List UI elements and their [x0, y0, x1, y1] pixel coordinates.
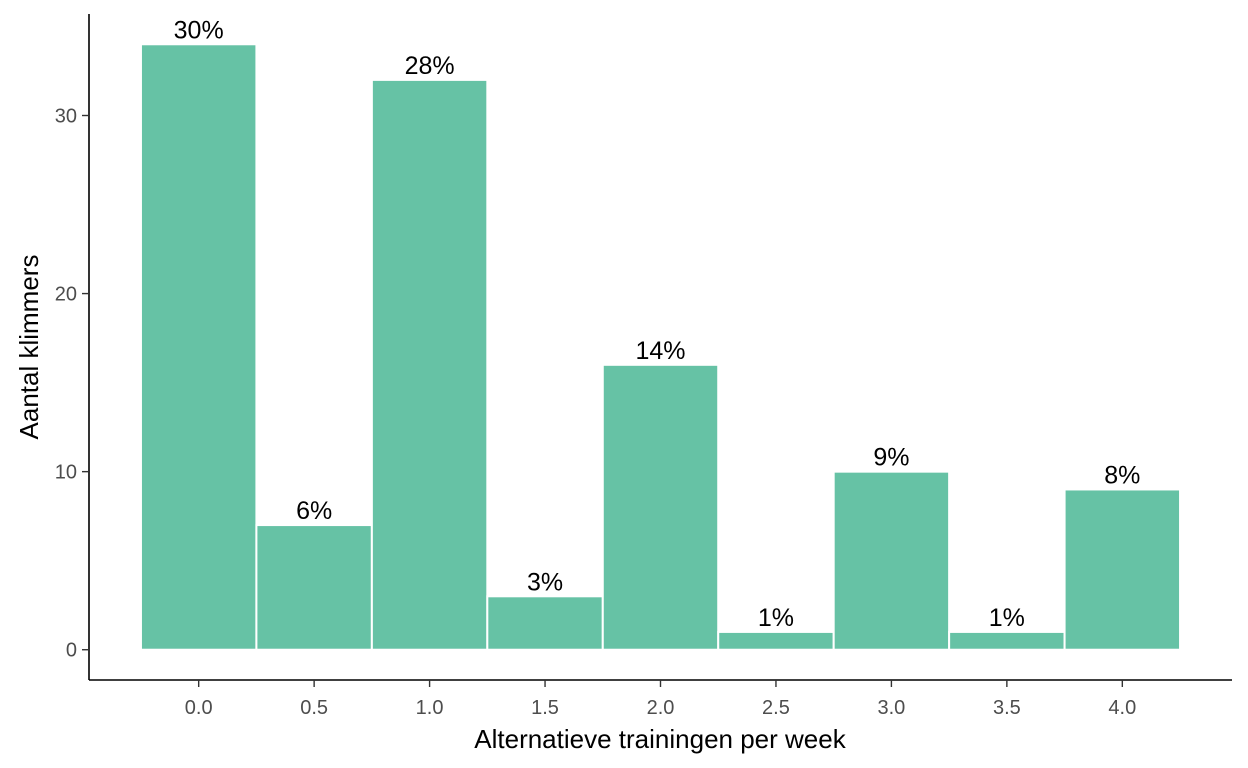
- data-label-3.0: 9%: [873, 444, 909, 472]
- data-labels: 30% 6% 28% 3% 14% 1% 9% 1% 8%: [174, 16, 1141, 632]
- bar-2.5: [717, 630, 835, 651]
- x-axis-title: Alternatieve trainingen per week: [474, 724, 846, 754]
- data-label-2.0: 14%: [635, 337, 685, 365]
- bar-3.0: [832, 470, 951, 651]
- y-axis-title: Aantal klimmers: [14, 255, 44, 440]
- bar-0.0: [139, 43, 258, 651]
- data-label-4.0: 8%: [1104, 461, 1140, 489]
- data-label-1.5: 3%: [527, 568, 563, 596]
- data-label-0.0: 30%: [174, 16, 224, 44]
- bar-3.5: [948, 630, 1066, 651]
- bar-1.5: [486, 595, 604, 651]
- bar-4.0: [1063, 488, 1182, 651]
- x-tick-label: 2.0: [647, 697, 675, 719]
- y-axis-ticks: 0 10 20 30: [55, 106, 89, 662]
- x-tick-label: 0.5: [300, 697, 328, 719]
- x-tick-label: 1.5: [531, 697, 559, 719]
- y-tick-label: 10: [55, 462, 77, 484]
- x-tick-label: 3.0: [878, 697, 906, 719]
- bar-0.5: [255, 524, 373, 651]
- bar-1.0: [370, 78, 489, 651]
- x-tick-label: 2.5: [762, 697, 790, 719]
- data-label-0.5: 6%: [296, 497, 332, 525]
- y-tick-label: 0: [66, 640, 77, 662]
- x-axis-ticks: 0.0 0.5 1.0 1.5 2.0 2.5 3.0 3.5 4.0: [185, 680, 1136, 719]
- data-label-3.5: 1%: [989, 604, 1025, 632]
- bars: [139, 43, 1182, 651]
- bar-2.0: [601, 363, 720, 651]
- y-tick-label: 20: [55, 284, 77, 306]
- y-tick-label: 30: [55, 106, 77, 128]
- x-tick-label: 1.0: [416, 697, 444, 719]
- x-tick-label: 3.5: [993, 697, 1021, 719]
- x-tick-label: 4.0: [1108, 697, 1136, 719]
- data-label-1.0: 28%: [405, 52, 455, 80]
- data-label-2.5: 1%: [758, 604, 794, 632]
- x-tick-label: 0.0: [185, 697, 213, 719]
